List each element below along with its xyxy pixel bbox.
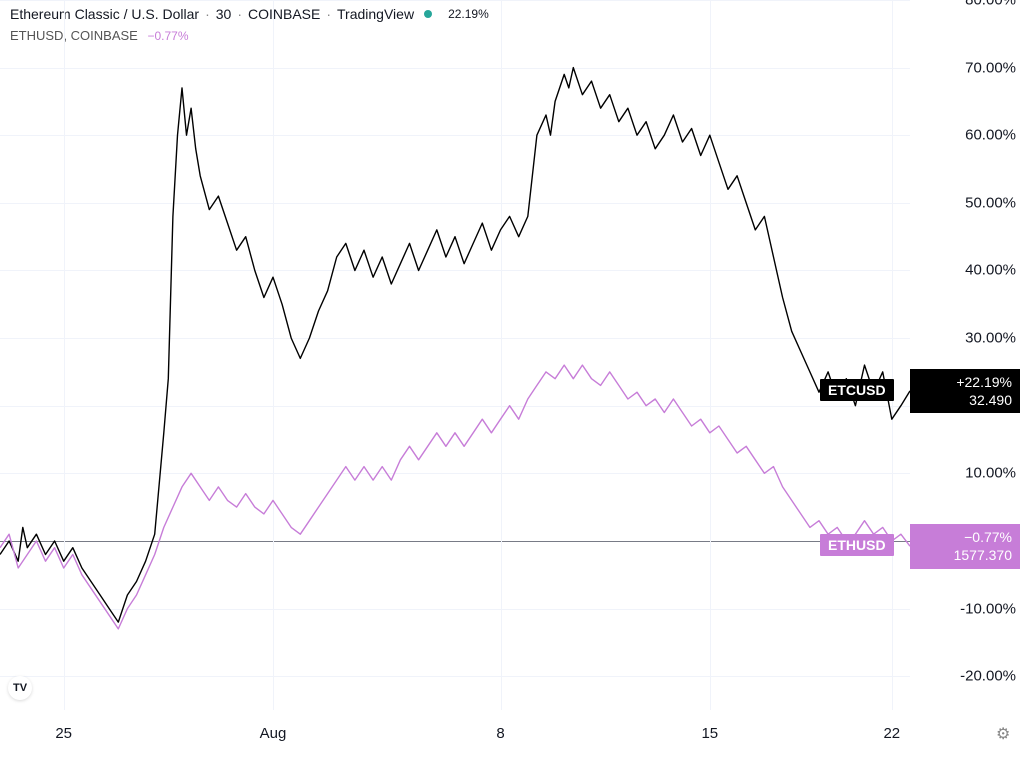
x-tick-label: 15 [701,725,718,742]
y-tick-label: 80.00% [965,0,1016,9]
y-tick-label: -20.00% [960,668,1016,685]
x-tick-label: 25 [55,725,72,742]
y-tick-label: 30.00% [965,330,1016,347]
chart-container: Ethereum Classic / U.S. Dollar · 30 · CO… [0,0,1024,763]
x-tick-label: 8 [496,725,504,742]
series-line-ETHUSD [0,365,910,629]
x-tick-label: 22 [883,725,900,742]
series-line-ETCUSD [0,68,910,623]
y-axis[interactable]: -20.00%-10.00%0.00%10.00%20.00%30.00%40.… [910,0,1024,710]
y-tick-label: -10.00% [960,600,1016,617]
tradingview-logo-icon[interactable]: T⁠V [8,676,32,700]
x-axis[interactable]: 25 Aug 8 15 22 [0,710,1024,763]
y-tick-label: 10.00% [965,465,1016,482]
plot-area[interactable]: ETCUSD ETHUSD [0,0,910,710]
y-tick-label: 50.00% [965,194,1016,211]
y-tick-label: 70.00% [965,59,1016,76]
y-tick-label: 40.00% [965,262,1016,279]
series-label-ETHUSD[interactable]: ETHUSD [820,534,894,556]
settings-gear-icon[interactable]: ⚙ [996,724,1010,744]
price-badge-ETHUSD: −0.77%1577.370 [910,524,1020,568]
series-label-ETCUSD[interactable]: ETCUSD [820,379,894,401]
x-tick-label: Aug [260,725,287,742]
y-tick-label: 60.00% [965,127,1016,144]
price-badge-ETCUSD: +22.19%32.490 [910,369,1020,413]
price-lines-svg [0,0,910,710]
